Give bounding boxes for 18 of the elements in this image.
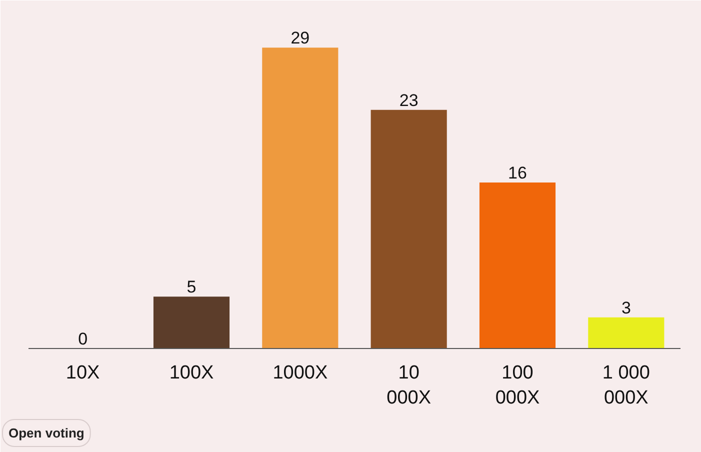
x-tick-label: 10X [66, 362, 100, 384]
data-label: 3 [621, 298, 631, 318]
data-label: 5 [186, 278, 196, 297]
bar [370, 110, 447, 348]
x-tick-label: 100 000X [495, 362, 540, 409]
bar [153, 296, 230, 348]
x-tick-label: 1000X [272, 362, 328, 384]
x-tick-label: 1 000 000X [602, 362, 650, 409]
x-tick-label: 100X [169, 362, 214, 384]
bar [588, 317, 664, 348]
x-tick-label: 10 000X [386, 362, 432, 409]
text: Open voting [8, 426, 84, 440]
bar [479, 182, 556, 348]
data-label: 16 [508, 163, 527, 182]
data-label: 0 [78, 330, 88, 348]
data-label: 29 [290, 28, 310, 48]
bar [262, 48, 338, 348]
data-label: 23 [399, 90, 418, 110]
